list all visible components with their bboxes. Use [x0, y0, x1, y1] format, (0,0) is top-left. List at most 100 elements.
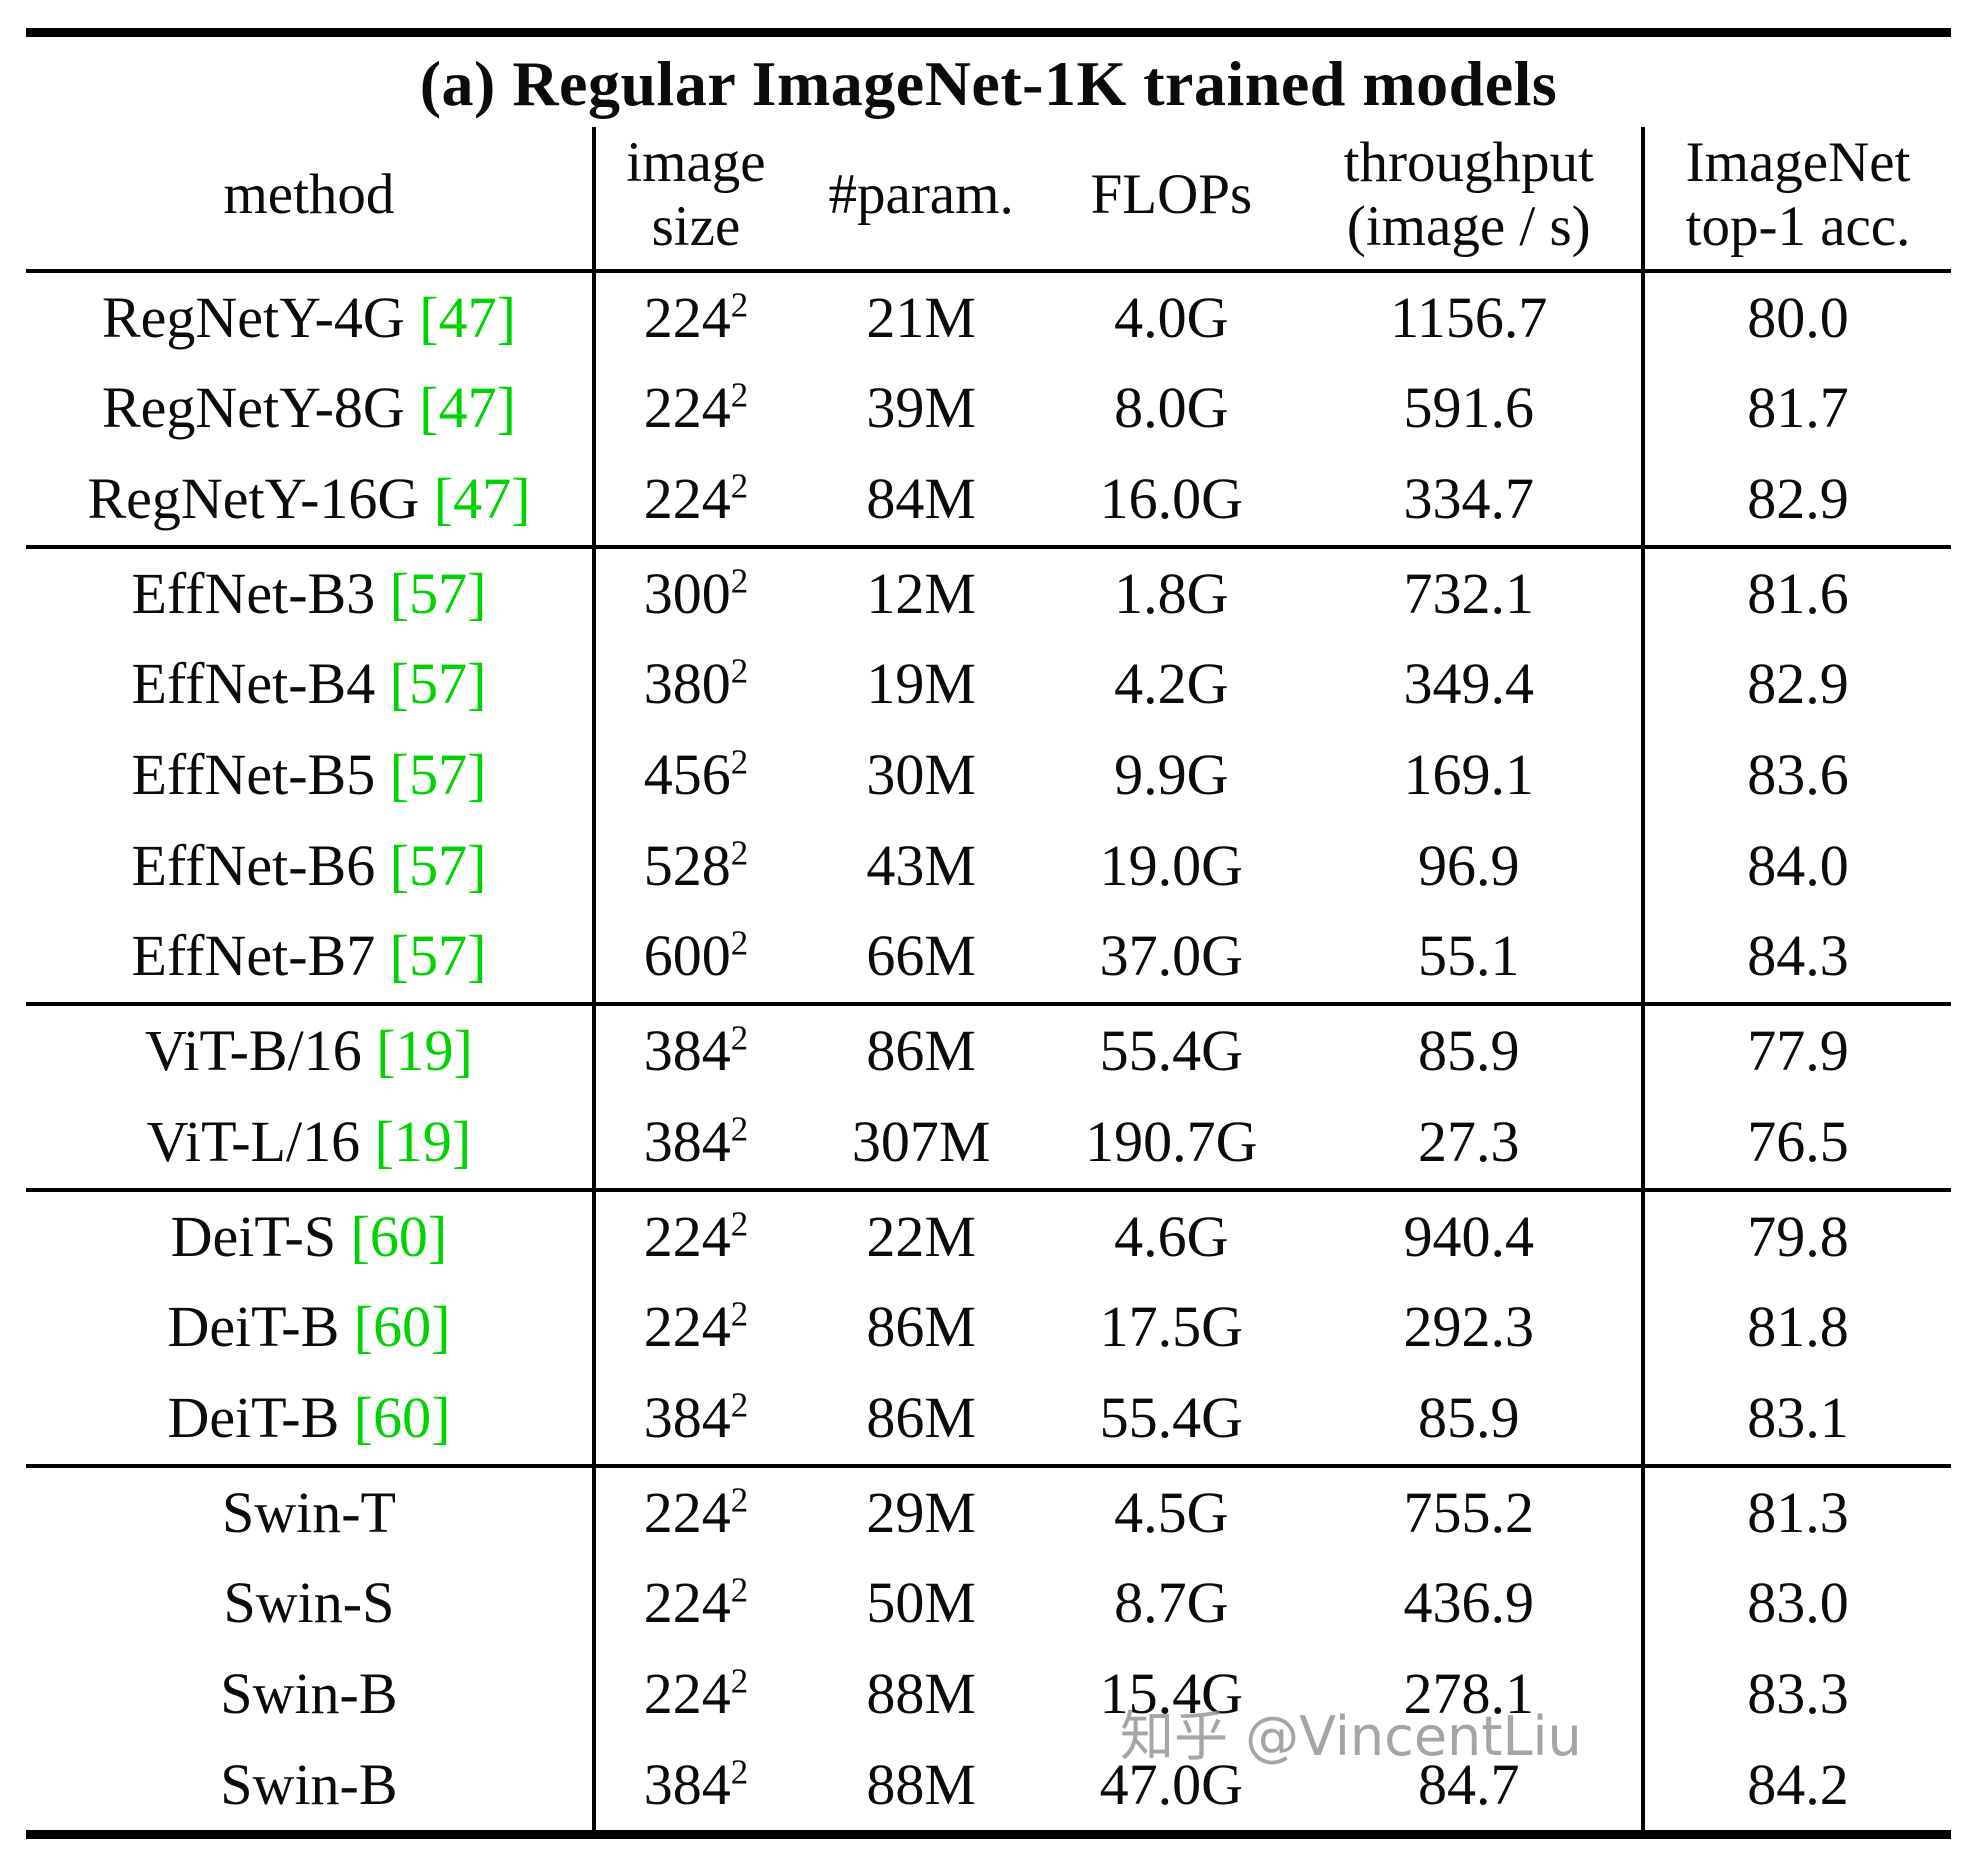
image-size-cell: 5282 — [591, 820, 796, 912]
paper-table-container: (a) Regular ImageNet-1K trained models m… — [26, 28, 1951, 1840]
params-cell: 86M — [866, 1384, 976, 1450]
flops-cell: 17.5G — [1099, 1294, 1244, 1360]
flops-cell: 16.0G — [1099, 466, 1244, 532]
flops-cell: 1.8G — [1046, 544, 1297, 640]
table-row: EffNet-B7 [57] 6002 66M 37.0G 55.1 84.3 — [26, 911, 1951, 1005]
citation-ref: [19] — [361, 1018, 473, 1084]
size-exponent: 2 — [730, 376, 749, 416]
size-exponent: 2 — [730, 742, 749, 782]
method-name: DeiT-B — [167, 1294, 340, 1360]
citation-ref: [47] — [404, 375, 516, 441]
acc-cell: 81.8 — [1641, 1282, 1951, 1373]
method-cell: RegNetY-4G [47] — [26, 271, 594, 364]
size-exponent: 2 — [730, 1661, 749, 1701]
table-row: Swin-S 2242 50M 8.7G 436.9 83.0 — [26, 1558, 1951, 1649]
image-size-cell: 2242 — [591, 270, 796, 364]
size-exponent: 2 — [730, 1385, 749, 1425]
params-cell: 39M — [866, 375, 976, 441]
table-row: EffNet-B3 [57] 3002 12M 1.8G 732.1 81.6 — [26, 544, 1951, 640]
table-row: Swin-B 2242 88M 15.4G 278.1 83.3 — [26, 1648, 1951, 1740]
method-cell: ViT-B/16 [19] — [26, 1002, 594, 1097]
flops-cell: 9.9G — [1114, 742, 1229, 808]
method-cell: DeiT-S [60] — [26, 1187, 594, 1283]
size-exponent: 2 — [730, 1752, 749, 1792]
method-cell: DeiT-B [60] — [26, 1282, 594, 1373]
acc-cell: 84.3 — [1641, 911, 1951, 1005]
params-cell: 86M — [866, 1294, 976, 1360]
image-size-cell: 2242 — [591, 1463, 796, 1559]
method-name: EffNet-B3 — [131, 560, 376, 626]
citation-ref: [57] — [375, 560, 487, 626]
params-cell: 12M — [796, 544, 1047, 640]
method-name: DeiT-B — [167, 1384, 340, 1450]
method-name: ViT-L/16 — [146, 1108, 361, 1174]
image-size-cell: 4562 — [591, 730, 796, 821]
method-name: Swin-B — [220, 1660, 398, 1726]
method-cell: RegNetY-16G [47] — [26, 454, 594, 547]
image-size-cell: 3842 — [591, 1096, 796, 1190]
citation-ref: [47] — [419, 466, 531, 532]
table-row: DeiT-B [60] 2242 86M 17.5G 292.3 81.8 — [26, 1282, 1951, 1373]
acc-cell: 79.8 — [1641, 1187, 1951, 1283]
method-name: ViT-B/16 — [144, 1018, 362, 1084]
throughput-cell: 940.4 — [1296, 1187, 1643, 1283]
image-size-cell: 6002 — [591, 911, 796, 1005]
flops-cell: 47.0G — [1099, 1751, 1244, 1817]
params-cell: 19M — [866, 651, 976, 717]
params-cell: 21M — [866, 284, 976, 350]
image-size-cell: 2242 — [591, 363, 796, 455]
throughput-cell: 278.1 — [1403, 1660, 1535, 1726]
size-exponent: 2 — [730, 285, 749, 325]
throughput-cell: 334.7 — [1403, 466, 1535, 532]
params-cell: 43M — [866, 832, 976, 898]
flops-cell: 19.0G — [1099, 832, 1244, 898]
acc-cell: 81.7 — [1641, 363, 1951, 455]
method-cell: RegNetY-8G [47] — [26, 363, 594, 454]
flops-cell: 8.7G — [1114, 1570, 1229, 1636]
table-row: ViT-L/16 [19] 3842 307M 190.7G 27.3 76.5 — [26, 1096, 1951, 1190]
params-cell: 88M — [866, 1660, 976, 1726]
throughput-cell: 85.9 — [1418, 1384, 1520, 1450]
col-header-image-size: image size — [591, 127, 796, 273]
params-cell: 22M — [796, 1187, 1047, 1283]
throughput-cell: 436.9 — [1403, 1570, 1535, 1636]
method-cell: EffNet-B3 [57] — [26, 544, 594, 640]
table-row: EffNet-B4 [57] 3802 19M 4.2G 349.4 82.9 — [26, 639, 1951, 731]
method-cell: EffNet-B7 [57] — [26, 911, 594, 1004]
size-exponent: 2 — [730, 924, 749, 964]
method-name: RegNetY-4G — [101, 284, 405, 350]
params-cell: 307M — [851, 1108, 991, 1174]
acc-cell: 83.3 — [1641, 1648, 1951, 1740]
acc-cell: 77.9 — [1641, 1002, 1951, 1097]
citation-ref: [57] — [375, 742, 487, 808]
col-header-throughput: throughput (image / s) — [1296, 127, 1643, 273]
citation-ref: [57] — [375, 651, 487, 717]
method-cell: Swin-S — [26, 1558, 594, 1649]
paper-table: (a) Regular ImageNet-1K trained models m… — [26, 28, 1951, 1840]
table-row: DeiT-B [60] 3842 86M 55.4G 85.9 83.1 — [26, 1372, 1951, 1466]
citation-ref: [60] — [336, 1203, 448, 1269]
flops-cell: 4.5G — [1046, 1463, 1297, 1559]
table-row: RegNetY-16G [47] 2242 84M 16.0G 334.7 82.9 — [26, 454, 1951, 547]
table-row: EffNet-B5 [57] 4562 30M 9.9G 169.1 83.6 — [26, 730, 1951, 821]
method-name: Swin-T — [221, 1479, 396, 1545]
method-name: DeiT-S — [170, 1203, 337, 1269]
image-size-cell: 2242 — [591, 1282, 796, 1373]
citation-ref: [60] — [339, 1384, 451, 1450]
image-size-cell: 2242 — [591, 1558, 796, 1649]
size-exponent: 2 — [730, 1018, 749, 1058]
table-title: (a) Regular ImageNet-1K trained models — [419, 48, 1558, 119]
image-size-cell: 3842 — [591, 1739, 796, 1835]
acc-cell: 83.6 — [1641, 730, 1951, 821]
image-size-cell: 2242 — [591, 454, 796, 547]
size-exponent: 2 — [730, 1294, 749, 1334]
acc-cell: 81.3 — [1641, 1463, 1951, 1559]
col-header-params: #param. — [796, 127, 1047, 273]
method-name: EffNet-B7 — [131, 923, 376, 989]
image-size-cell: 3002 — [591, 544, 796, 640]
table-row: ViT-B/16 [19] 3842 86M 55.4G 85.9 77.9 — [26, 1002, 1951, 1097]
flops-cell: 55.4G — [1099, 1384, 1244, 1450]
table-title-row: (a) Regular ImageNet-1K trained models — [26, 33, 1951, 128]
acc-cell: 82.9 — [1641, 454, 1951, 547]
image-size-cell: 2242 — [591, 1648, 796, 1740]
